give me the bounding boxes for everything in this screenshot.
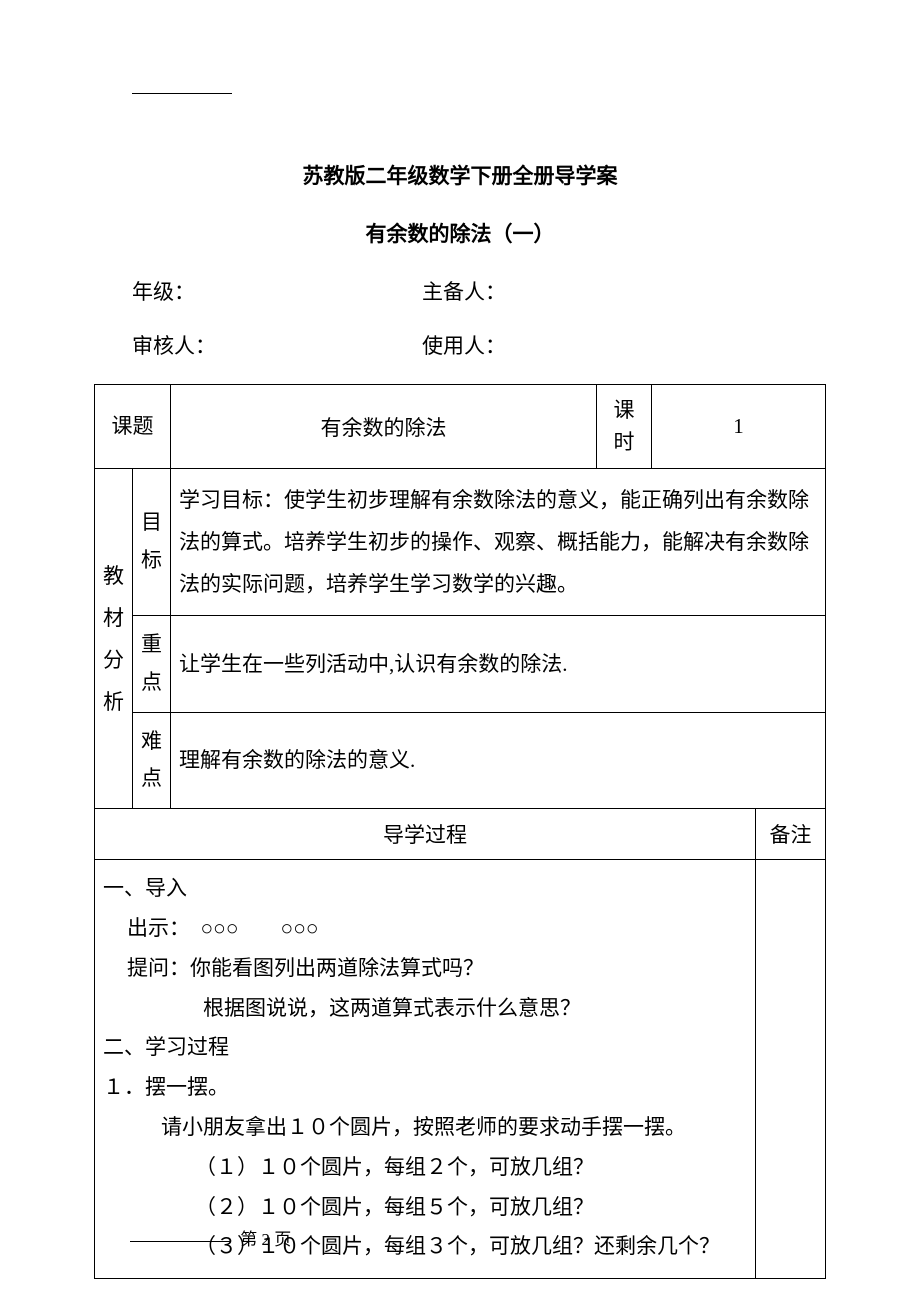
analysis-label-char3: 分 [103, 648, 124, 672]
process-line: 二、学习过程 [103, 1029, 747, 1067]
key-label-char2: 点 [141, 670, 162, 694]
process-line: 出示： ○○○ ○○○ [103, 910, 747, 948]
key-text-cell: 让学生在一些列活动中,认识有余数的除法. [171, 616, 826, 713]
preparer-label: 主备人： [422, 276, 506, 306]
diff-label-char1: 难 [141, 729, 162, 753]
goal-label-cell: 目 标 [133, 469, 171, 616]
process-line: （２）１０个圆片，每组５个，可放几组？ [103, 1189, 747, 1227]
process-line: 一、导入 [103, 870, 747, 908]
header-rule-line [132, 93, 232, 94]
table-row: 课题 有余数的除法 课 时 1 [95, 385, 826, 469]
table-row: 教 材 分 析 目 标 学习目标：使学生初步理解有余数除法的意义，能正确列出有余… [95, 469, 826, 616]
page-footer: 第 2 页 [130, 1225, 291, 1250]
analysis-label-char4: 析 [103, 690, 124, 714]
key-label-char1: 重 [141, 632, 162, 656]
document-subtitle: 有余数的除法（一） [94, 218, 826, 248]
table-row: 重 点 让学生在一些列活动中,认识有余数的除法. [95, 616, 826, 713]
lesson-plan-table: 课题 有余数的除法 课 时 1 教 材 分 析 目 标 学习目标：使学生初步理解… [94, 384, 826, 1279]
key-label-cell: 重 点 [133, 616, 171, 713]
footer-rule-line [130, 1241, 230, 1242]
notes-header-cell: 备注 [756, 809, 826, 860]
goal-label-char1: 目 [141, 510, 162, 534]
hours-label-line2: 时 [614, 430, 635, 454]
hours-label-cell: 课 时 [597, 385, 652, 469]
table-row: 一、导入 出示： ○○○ ○○○ 提问：你能看图列出两道除法算式吗？ 根据图说说… [95, 860, 826, 1279]
grade-label: 年级： [132, 276, 422, 306]
process-line: 请小朋友拿出１０个圆片，按照老师的要求动手摆一摆。 [103, 1109, 747, 1147]
reviewer-label: 审核人： [132, 330, 422, 360]
table-row: 导学过程 备注 [95, 809, 826, 860]
process-line: 提问：你能看图列出两道除法算式吗？ [103, 950, 747, 988]
diff-label-char2: 点 [141, 766, 162, 790]
notes-body-cell [756, 860, 826, 1279]
process-line: （１）１０个圆片，每组２个，可放几组？ [103, 1149, 747, 1187]
process-body-cell: 一、导入 出示： ○○○ ○○○ 提问：你能看图列出两道除法算式吗？ 根据图说说… [95, 860, 756, 1279]
analysis-label-char1: 教 [103, 564, 124, 588]
meta-row-1: 年级： 主备人： [94, 276, 826, 306]
analysis-label-cell: 教 材 分 析 [95, 469, 133, 809]
process-line: １．摆一摆。 [103, 1069, 747, 1107]
diff-label-cell: 难 点 [133, 712, 171, 809]
document-title: 苏教版二年级数学下册全册导学案 [94, 160, 826, 190]
hours-label-line1: 课 [614, 398, 635, 422]
analysis-label-char2: 材 [103, 606, 124, 630]
process-header-cell: 导学过程 [95, 809, 756, 860]
topic-value-cell: 有余数的除法 [171, 385, 597, 469]
user-label: 使用人： [422, 330, 506, 360]
topic-label-cell: 课题 [95, 385, 171, 469]
meta-row-2: 审核人： 使用人： [94, 330, 826, 360]
goal-text-cell: 学习目标：使学生初步理解有余数除法的意义，能正确列出有余数除法的算式。培养学生初… [171, 469, 826, 616]
process-line: 根据图说说，这两道算式表示什么意思？ [103, 990, 747, 1028]
diff-text-cell: 理解有余数的除法的意义. [171, 712, 826, 809]
document-content: 苏教版二年级数学下册全册导学案 有余数的除法（一） 年级： 主备人： 审核人： … [0, 0, 920, 1279]
hours-value-cell: 1 [652, 385, 826, 469]
goal-label-char2: 标 [141, 548, 162, 572]
page-number: 第 2 页 [240, 1230, 291, 1249]
table-row: 难 点 理解有余数的除法的意义. [95, 712, 826, 809]
